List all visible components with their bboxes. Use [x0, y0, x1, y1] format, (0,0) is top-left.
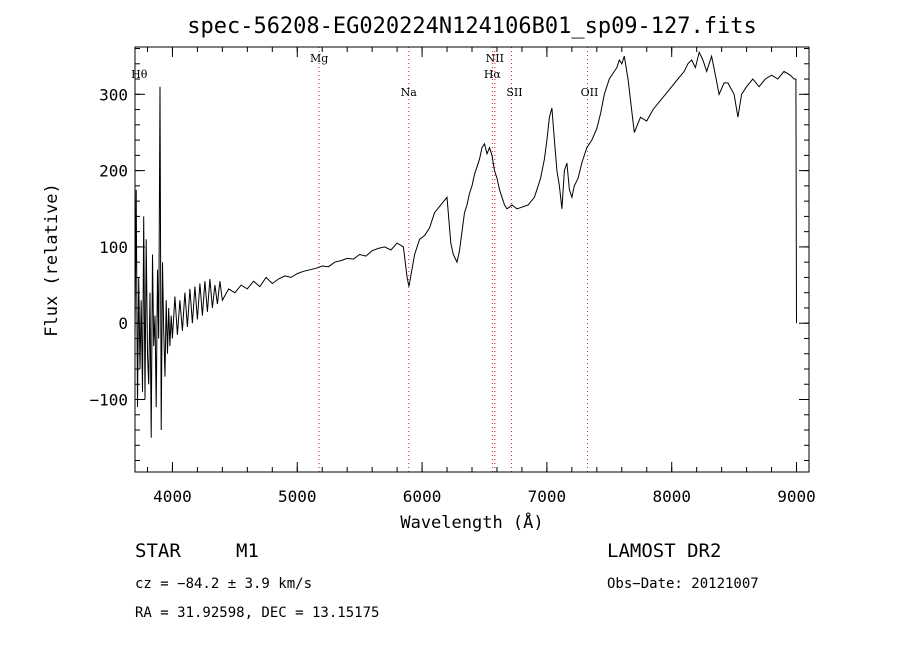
line-label: OII: [581, 86, 599, 99]
x-tick-label: 7000: [528, 487, 567, 506]
x-tick-label: 5000: [278, 487, 317, 506]
y-tick-label: 200: [99, 162, 128, 181]
plot-frame: [134, 46, 810, 473]
line-label: SII: [506, 86, 522, 99]
y-tick-label: 100: [99, 238, 128, 257]
y-axis-label: Flux (relative): [42, 183, 62, 337]
redshift-cz: cz = −84.2 ± 3.9 km/s: [135, 576, 313, 592]
x-tick-label: 8000: [652, 487, 691, 506]
chart-title: spec-56208-EG020224N124106B01_sp09-127.f…: [187, 14, 757, 39]
spectrum-series-line: [134, 50, 797, 438]
x-tick-label: 4000: [153, 487, 192, 506]
x-axis-label: Wavelength (Å): [400, 511, 543, 533]
object-subclass: M1: [236, 540, 259, 562]
line-label: Hα: [484, 68, 502, 81]
y-tick-label: 300: [99, 85, 128, 104]
line-label: Na: [401, 86, 418, 99]
y-tick-label: −100: [89, 391, 128, 410]
line-label: NII: [486, 52, 504, 65]
y-tick-label: 0: [118, 314, 128, 333]
survey-name: LAMOST DR2: [607, 540, 722, 562]
object-class: STAR: [135, 540, 181, 562]
line-label: Mg: [310, 52, 328, 65]
sky-coordinates: RA = 31.92598, DEC = 13.15175: [135, 605, 380, 621]
x-tick-label: 9000: [777, 487, 816, 506]
observation-date: Obs−Date: 20121007: [607, 576, 759, 592]
x-tick-label: 6000: [403, 487, 442, 506]
